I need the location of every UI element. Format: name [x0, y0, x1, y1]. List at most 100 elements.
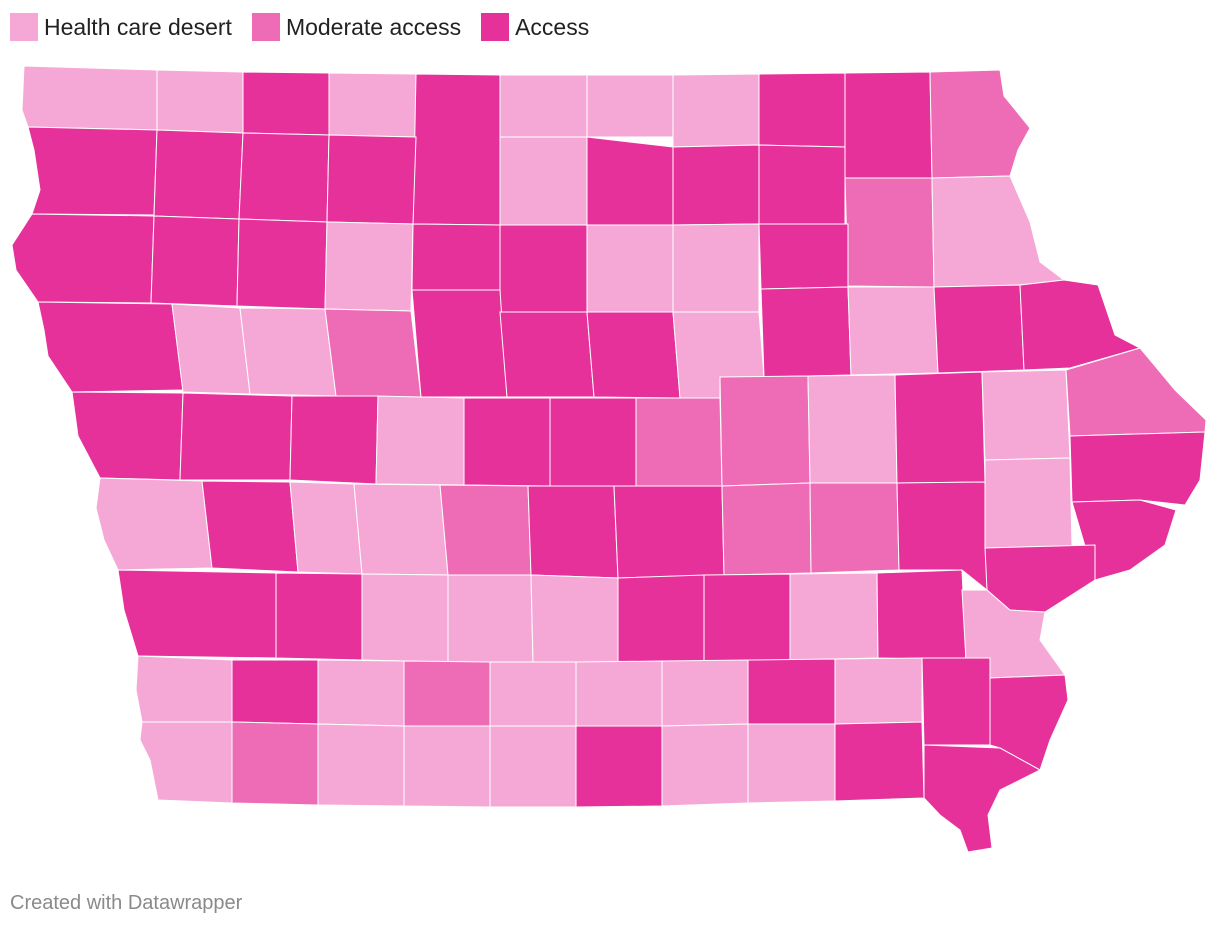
county-calhoun[interactable]: Calhoun	[324, 308, 422, 398]
legend-swatch-moderate	[251, 13, 280, 41]
county-boone[interactable]: Boone	[463, 397, 551, 487]
county-madison[interactable]: Madison	[447, 574, 534, 663]
county-franklin[interactable]: Franklin	[586, 224, 674, 313]
county-iowa[interactable]: Iowa	[809, 482, 900, 574]
county-adair[interactable]: Adair	[361, 573, 449, 663]
county-winnebago[interactable]: Winnebago	[499, 74, 588, 138]
county-johnson[interactable]: Johnson	[896, 481, 988, 592]
county-polk[interactable]: Polk	[527, 485, 619, 579]
legend-swatch-access	[481, 13, 510, 41]
county-cedar[interactable]: Cedar	[984, 457, 1073, 549]
county-marshall[interactable]: Marshall	[635, 397, 723, 487]
county-ringgold[interactable]: Ringgold	[403, 725, 491, 808]
county-mitchell[interactable]: Mitchell	[672, 73, 760, 148]
county-bremer[interactable]: Bremer	[758, 223, 849, 290]
county-van-buren[interactable]: Van Buren	[834, 721, 925, 802]
county-howard[interactable]: Howard	[758, 72, 846, 148]
county-hancock[interactable]: Hancock	[499, 136, 588, 226]
county-taylor[interactable]: Taylor	[317, 723, 405, 807]
county-osceola[interactable]: Osceola	[156, 69, 244, 134]
county-hardin[interactable]: Hardin	[586, 311, 681, 399]
county-woodbury[interactable]: Woodbury	[37, 301, 184, 393]
county-harrison[interactable]: Harrison	[95, 477, 213, 571]
county-monona[interactable]: Monona	[71, 391, 184, 481]
iowa-county-map: LyonOsceolaDickinsonEmmetKossuthWinnebag…	[11, 65, 1207, 853]
county-adams[interactable]: Adams	[317, 659, 405, 727]
county-tama[interactable]: Tama	[719, 375, 811, 487]
county-emmet[interactable]: Emmet	[328, 72, 417, 138]
county-keokuk[interactable]: Keokuk	[789, 572, 879, 661]
county-shelby[interactable]: Shelby	[201, 480, 299, 573]
county-cerro-gordo[interactable]: Cerro Gordo	[586, 136, 674, 226]
county-floyd[interactable]: Floyd	[672, 144, 760, 226]
county-des-moines[interactable]: Des Moines	[989, 674, 1069, 771]
legend-label-access: Access	[515, 13, 590, 40]
county-pocahontas[interactable]: Pocahontas	[324, 221, 414, 312]
county-jasper[interactable]: Jasper	[613, 485, 725, 579]
county-clayton[interactable]: Clayton	[931, 175, 1066, 288]
county-poweshiek[interactable]: Poweshiek	[721, 482, 812, 576]
county-buena-vista[interactable]: Buena Vista	[236, 218, 328, 310]
county-clarke[interactable]: Clarke	[489, 661, 577, 727]
county-clay[interactable]: Clay	[238, 132, 330, 223]
county-palo-alto[interactable]: Palo Alto	[326, 134, 417, 225]
county-warren[interactable]: Warren	[530, 574, 619, 663]
county-montgomery[interactable]: Montgomery	[231, 659, 319, 725]
county-dickinson[interactable]: Dickinson	[242, 71, 330, 136]
county-pottawattamie[interactable]: Pottawattamie	[117, 569, 277, 659]
county-fremont[interactable]: Fremont	[139, 721, 233, 804]
county-dallas[interactable]: Dallas	[439, 484, 532, 576]
county-ida[interactable]: Ida	[171, 303, 251, 395]
county-henry[interactable]: Henry	[921, 657, 991, 746]
county-davis[interactable]: Davis	[747, 723, 836, 804]
legend-item-moderate: Moderate access	[251, 13, 461, 41]
county-washington[interactable]: Washington	[876, 569, 967, 661]
county-o-brien[interactable]: O'Brien	[153, 129, 244, 220]
county-decatur[interactable]: Decatur	[489, 725, 577, 808]
county-monroe[interactable]: Monroe	[661, 659, 749, 727]
county-winneshiek[interactable]: Winneshiek	[844, 71, 933, 179]
county-wayne[interactable]: Wayne	[575, 725, 663, 808]
county-lee[interactable]: Lee	[923, 744, 1042, 853]
county-appanoose[interactable]: Appanoose	[661, 723, 749, 807]
county-plymouth[interactable]: Plymouth	[11, 213, 155, 304]
county-hamilton[interactable]: Hamilton	[499, 311, 595, 398]
county-delaware[interactable]: Delaware	[933, 284, 1025, 374]
county-wapello[interactable]: Wapello	[747, 658, 836, 725]
county-guthrie[interactable]: Guthrie	[353, 483, 449, 576]
county-page[interactable]: Page	[231, 721, 319, 806]
county-muscatine[interactable]: Muscatine	[984, 544, 1096, 613]
county-webster[interactable]: Webster	[411, 289, 508, 398]
county-buchanan[interactable]: Buchanan	[847, 286, 939, 376]
county-wright[interactable]: Wright	[499, 224, 588, 313]
county-jefferson[interactable]: Jefferson	[834, 657, 923, 725]
county-humboldt[interactable]: Humboldt	[411, 223, 501, 291]
county-sac[interactable]: Sac	[239, 307, 337, 397]
county-union[interactable]: Union	[403, 660, 491, 727]
county-audubon[interactable]: Audubon	[289, 481, 363, 575]
county-crawford[interactable]: Crawford	[179, 392, 293, 481]
county-story[interactable]: Story	[549, 397, 637, 487]
county-fayette[interactable]: Fayette	[844, 177, 935, 288]
county-linn[interactable]: Linn	[894, 371, 986, 484]
county-jones[interactable]: Jones	[981, 369, 1071, 461]
county-butler[interactable]: Butler	[672, 223, 760, 313]
county-worth[interactable]: Worth	[586, 74, 674, 138]
county-chickasaw[interactable]: Chickasaw	[758, 144, 846, 225]
county-sioux[interactable]: Sioux	[27, 126, 158, 216]
county-lyon[interactable]: Lyon	[21, 65, 158, 131]
county-black-hawk[interactable]: Black Hawk	[760, 286, 852, 378]
county-dubuque[interactable]: Dubuque	[1019, 279, 1142, 371]
county-carroll[interactable]: Carroll	[289, 395, 379, 485]
county-mahaska[interactable]: Mahaska	[703, 573, 791, 662]
county-greene[interactable]: Greene	[375, 395, 465, 486]
county-cherokee[interactable]: Cherokee	[150, 215, 240, 307]
county-mills[interactable]: Mills	[135, 655, 233, 723]
county-benton[interactable]: Benton	[807, 374, 898, 484]
county-lucas[interactable]: Lucas	[575, 660, 663, 727]
county-clinton[interactable]: Clinton	[1069, 431, 1206, 506]
county-kossuth[interactable]: Kossuth	[412, 73, 501, 226]
county-marion[interactable]: Marion	[617, 574, 705, 663]
county-cass[interactable]: Cass	[275, 572, 363, 661]
county-allamakee[interactable]: Allamakee	[929, 69, 1031, 179]
